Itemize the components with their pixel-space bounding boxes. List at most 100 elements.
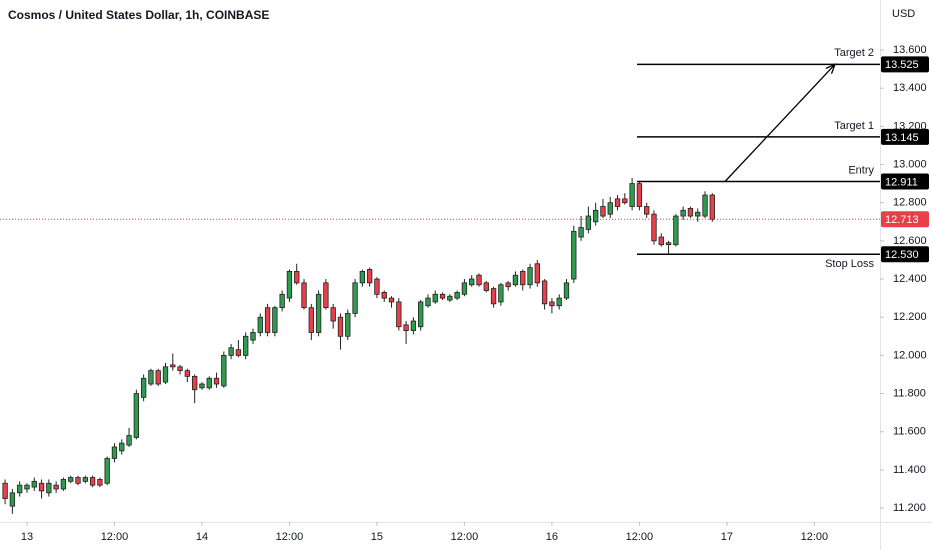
candle-body	[75, 477, 81, 484]
candle-body	[410, 320, 417, 331]
candle-body	[17, 484, 23, 494]
candle-body	[126, 435, 132, 446]
candle-body	[89, 477, 96, 486]
y-tick-label: 12.600	[893, 235, 927, 247]
candle-body	[235, 349, 242, 356]
y-tick-label: 13.000	[893, 158, 927, 170]
candle-body	[571, 230, 577, 280]
last-price-box	[881, 211, 929, 228]
candle-body	[483, 282, 489, 291]
candle-body	[286, 271, 293, 299]
x-tick-label: 17	[721, 531, 733, 543]
candle-body	[68, 477, 74, 482]
candle-body	[563, 282, 570, 299]
candle-body	[396, 301, 402, 328]
y-axis-label: USD	[892, 8, 915, 20]
level-price-box	[881, 128, 929, 145]
candle-body	[133, 393, 139, 438]
candle-body	[9, 492, 16, 507]
candle-body	[359, 271, 366, 284]
candle-body	[447, 295, 453, 301]
candle-body	[600, 206, 606, 217]
candle-body	[709, 194, 715, 220]
candle-body	[38, 482, 45, 492]
candle-body	[636, 183, 643, 207]
y-tick-label: 11.200	[893, 502, 926, 514]
candle-body	[257, 316, 263, 333]
candle-body	[228, 347, 234, 356]
candle-body	[162, 366, 169, 383]
candle-body	[301, 282, 307, 309]
candle-body	[505, 282, 511, 288]
candle-body	[104, 458, 110, 484]
candle-body	[549, 301, 555, 307]
level-price-label: 12.911	[885, 176, 918, 188]
candle-body	[243, 335, 249, 356]
level-price-box	[881, 56, 929, 73]
candle-body	[345, 312, 351, 337]
candle-body	[213, 377, 220, 385]
candle-body	[658, 236, 664, 246]
candle-body	[199, 383, 205, 389]
candle-body	[366, 269, 373, 284]
y-tick-label: 13.400	[893, 82, 927, 94]
candle-body	[702, 194, 708, 217]
candle-body	[520, 271, 526, 286]
x-tick-label: 12:00	[276, 531, 304, 543]
level-name: Target 1	[834, 120, 874, 132]
candle-body	[177, 366, 183, 372]
candle-body	[665, 242, 672, 246]
x-tick-label: 14	[196, 531, 208, 543]
y-tick-label: 12.000	[893, 349, 927, 361]
candle-body	[534, 263, 540, 284]
y-tick-label: 11.400	[893, 464, 926, 476]
candle-body	[374, 278, 380, 295]
candle-body	[192, 375, 198, 391]
level-price-label: 13.145	[885, 132, 919, 144]
candle-body	[294, 271, 300, 284]
candle-body	[476, 274, 482, 286]
candle-body	[111, 446, 118, 459]
candle-body	[323, 282, 329, 309]
candle-body	[592, 209, 599, 223]
x-tick-label: 12:00	[451, 531, 479, 543]
x-tick-label: 13	[21, 531, 33, 543]
candle-body	[680, 209, 686, 217]
y-tick-label: 11.800	[893, 387, 926, 399]
candle-body	[607, 202, 613, 215]
candle-body	[461, 282, 468, 295]
candle-body	[651, 213, 657, 242]
candle-body	[31, 480, 37, 488]
candle-body	[454, 291, 460, 299]
x-tick-label: 15	[371, 531, 383, 543]
candle-body	[308, 307, 314, 333]
candle-body	[53, 484, 59, 490]
candle-body	[695, 211, 701, 217]
candle-body	[556, 297, 562, 307]
candle-body	[221, 354, 227, 387]
candle-body	[614, 198, 621, 207]
candle-body	[403, 324, 409, 331]
candle-body	[469, 278, 475, 286]
candle-body	[541, 280, 548, 305]
trade-arrow	[724, 63, 836, 182]
candle-body	[388, 297, 395, 303]
candle-body	[585, 215, 592, 230]
x-tick-label: 12:00	[626, 531, 654, 543]
candle-body	[687, 208, 694, 217]
candle-body	[629, 183, 635, 207]
candle-body	[432, 293, 438, 303]
candle-body	[272, 307, 278, 333]
level-price-box	[881, 173, 929, 190]
y-tick-label: 13.600	[893, 44, 927, 56]
candle-body	[381, 291, 387, 299]
candle-body	[644, 206, 650, 215]
x-tick-label: 16	[546, 531, 558, 543]
x-tick-label: 12:00	[101, 531, 129, 543]
candle-body	[425, 297, 431, 307]
candle-body	[140, 377, 147, 398]
y-tick-label: 11.600	[893, 426, 926, 438]
candle-body	[352, 282, 358, 314]
candle-body	[337, 316, 344, 337]
